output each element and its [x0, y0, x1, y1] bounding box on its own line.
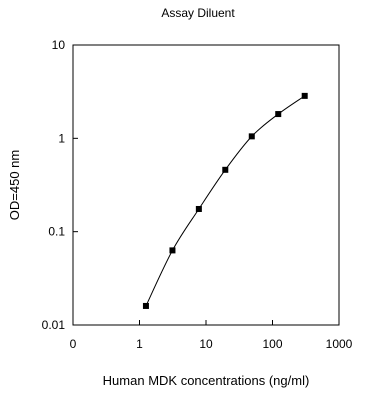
x-tick-label: 100 — [262, 337, 282, 351]
data-point — [169, 247, 176, 254]
data-point — [248, 133, 255, 140]
data-point — [222, 166, 229, 173]
data-point — [275, 111, 282, 118]
y-tick-label: 10 — [52, 38, 66, 52]
x-tick-label: 1000 — [326, 337, 353, 351]
x-tick-label: 1 — [136, 337, 143, 351]
data-markers — [142, 92, 308, 309]
x-tick-label: 10 — [199, 337, 213, 351]
x-tick-label: 0 — [70, 337, 77, 351]
series-line — [145, 95, 305, 307]
data-point — [142, 302, 149, 309]
y-tick-label: 0.01 — [42, 318, 66, 332]
data-point — [195, 205, 202, 212]
y-axis-ticks: 0.01 0.1 1 10 — [42, 38, 78, 332]
data-point — [301, 92, 308, 99]
chart-title: Assay Diluent — [161, 6, 235, 20]
y-tick-label: 1 — [58, 131, 65, 145]
x-axis-label: Human MDK concentrations (ng/ml) — [103, 373, 310, 388]
y-tick-label: 0.1 — [48, 225, 65, 239]
plot-frame — [72, 44, 340, 326]
x-axis-ticks: 0 1 10 100 1000 — [70, 320, 353, 351]
y-axis-label: OD=450 nm — [7, 150, 22, 220]
